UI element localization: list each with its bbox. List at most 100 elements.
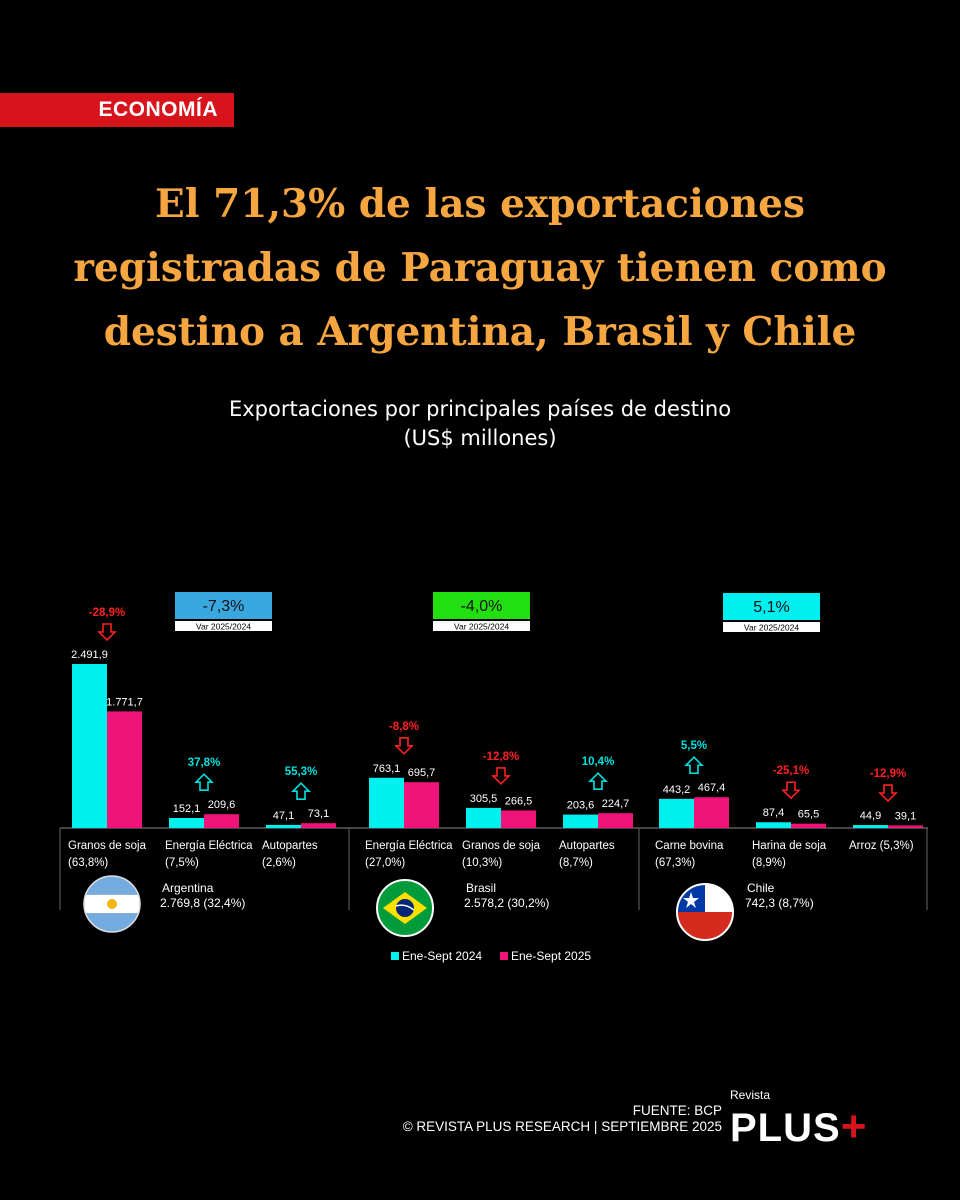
- argentina-flag: [83, 875, 141, 933]
- arrow-down-icon: [491, 767, 511, 786]
- bar-2024: [659, 798, 694, 828]
- category-label: Carne bovina: [655, 840, 724, 852]
- arrow-up-icon: [684, 756, 704, 775]
- data-label-2024: 763,1: [373, 763, 401, 775]
- change-percent: -25,1%: [773, 765, 809, 777]
- logo-small-text: Revista: [730, 1088, 771, 1102]
- variation-value: -4,0%: [461, 598, 503, 615]
- chile-flag-red: [677, 912, 733, 940]
- credit-text: © REVISTA PLUS RESEARCH | SEPTIEMBRE 202…: [402, 1119, 722, 1134]
- bar-2024: [369, 777, 404, 828]
- brasil-flag-band: [395, 904, 415, 911]
- data-label-2024: 305,5: [470, 793, 498, 805]
- subtitle-line-1: Exportaciones por principales países de …: [228, 397, 732, 421]
- category-share: (2,6%): [262, 857, 296, 869]
- data-label-2025: 695,7: [408, 767, 436, 779]
- source-text: FUENTE: BCP: [632, 1103, 722, 1118]
- data-label-2025: 467,4: [698, 782, 726, 794]
- legend-label-2025: Ene-Sept 2025: [511, 949, 591, 963]
- bar-2025: [107, 711, 142, 828]
- variation-badge: [723, 593, 820, 620]
- variation-value: -7,3%: [203, 598, 245, 615]
- arrow-down-icon: [394, 736, 414, 755]
- change-percent: -8,8%: [389, 721, 419, 733]
- change-percent: 55,3%: [285, 766, 318, 778]
- data-label-2025: 39,1: [895, 810, 916, 822]
- bar-2025: [598, 813, 633, 828]
- bar-2025: [404, 782, 439, 828]
- argentina-flag-stripe-top: [84, 876, 140, 895]
- subtitle-line-2: (US$ millones): [403, 426, 557, 450]
- category-label: Arroz (5,3%): [849, 840, 914, 852]
- change-percent: -12,9%: [870, 768, 906, 780]
- bar-2025: [501, 810, 536, 828]
- category-share: (27,0%): [365, 857, 405, 869]
- category-share: (8,9%): [752, 857, 786, 869]
- data-label-2025: 73,1: [308, 808, 329, 820]
- bar-2024: [756, 822, 791, 828]
- arrow-down-icon: [781, 781, 801, 800]
- export-bar-chart: -7,3% Var 2025/2024 2.491,9 1.771,7 -28,9% Gr…: [59, 592, 928, 963]
- data-label-2024: 47,1: [273, 810, 294, 822]
- category-label: Autopartes: [262, 840, 318, 852]
- headline-line-1: El 71,3% de las exportaciones: [155, 181, 805, 227]
- change-percent: -28,9%: [89, 607, 125, 619]
- bar-2024: [853, 825, 888, 828]
- bar-2024: [563, 814, 598, 828]
- change-percent: 37,8%: [188, 757, 221, 769]
- variation-value: 5,1%: [753, 599, 789, 616]
- chile-star-icon: [683, 892, 699, 908]
- variation-label-box: [433, 621, 530, 631]
- variation-label: Var 2025/2024: [744, 623, 799, 633]
- category-share: (67,3%): [655, 857, 695, 869]
- data-label-2025: 224,7: [602, 798, 630, 810]
- arrow-up-icon: [194, 773, 214, 792]
- arrow-down-icon: [97, 623, 117, 642]
- bar-2025: [888, 825, 923, 828]
- data-label-2024: 87,4: [763, 807, 784, 819]
- headline: El 71,3% de las exportaciones registrada…: [40, 172, 920, 364]
- country-total: 742,3 (8,7%): [745, 896, 814, 910]
- headline-line-2: registradas de Paraguay tienen como: [73, 245, 887, 291]
- data-label-2024: 44,9: [860, 810, 881, 822]
- change-percent: -12,8%: [483, 751, 519, 763]
- data-label-2025: 266,5: [505, 795, 533, 807]
- legend-label-2024: Ene-Sept 2024: [402, 949, 482, 963]
- category-share: (63,8%): [68, 857, 108, 869]
- change-percent: 5,5%: [681, 740, 707, 752]
- category-label: Energía Eléctrica: [365, 840, 453, 852]
- argentina-sun-icon: [107, 899, 117, 909]
- category-label: Granos de soja: [68, 840, 147, 852]
- country-name: Brasil: [466, 881, 496, 895]
- data-label-2024: 203,6: [567, 800, 595, 812]
- country-name: Chile: [747, 881, 775, 895]
- bar-2025: [791, 823, 826, 828]
- category-share: (10,3%): [462, 857, 502, 869]
- logo-plus-icon: +: [840, 1102, 867, 1151]
- chart-subtitle: Exportaciones por principales países de …: [0, 395, 960, 453]
- data-label-2025: 1.771,7: [106, 696, 143, 708]
- legend-swatch-2024: [391, 952, 399, 960]
- arrow-up-icon: [588, 772, 608, 791]
- data-label-2024: 2.491,9: [71, 649, 108, 661]
- country-total: 2.769,8 (32,4%): [160, 896, 245, 910]
- arrow-down-icon: [878, 784, 898, 803]
- bar-2024: [169, 817, 204, 828]
- headline-line-3: destino a Argentina, Brasil y Chile: [103, 309, 857, 355]
- brasil-flag-globe: [396, 899, 414, 917]
- data-label-2024: 152,1: [173, 803, 201, 815]
- chile-flag: [676, 883, 734, 941]
- footer-credits: FUENTE: BCP © REVISTA PLUS RESEARCH | SE…: [403, 1103, 722, 1135]
- data-label-2024: 443,2: [663, 784, 691, 796]
- logo-wordmark: PLUS: [730, 1106, 841, 1150]
- revista-plus-logo: Revista PLUS+: [730, 1088, 866, 1152]
- argentina-flag-stripe-bottom: [84, 913, 140, 932]
- variation-badge: [433, 592, 530, 619]
- category-share: (8,7%): [559, 857, 593, 869]
- legend-swatch-2025: [500, 952, 508, 960]
- bar-2025: [301, 823, 336, 828]
- category-share: (7,5%): [165, 857, 199, 869]
- data-label-2025: 65,5: [798, 809, 819, 821]
- country-total: 2.578,2 (30,2%): [464, 896, 549, 910]
- category-label: Autopartes: [559, 840, 615, 852]
